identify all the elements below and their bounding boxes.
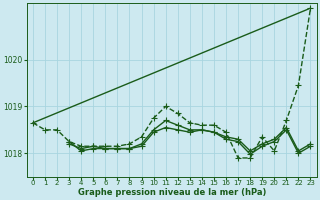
X-axis label: Graphe pression niveau de la mer (hPa): Graphe pression niveau de la mer (hPa): [77, 188, 266, 197]
